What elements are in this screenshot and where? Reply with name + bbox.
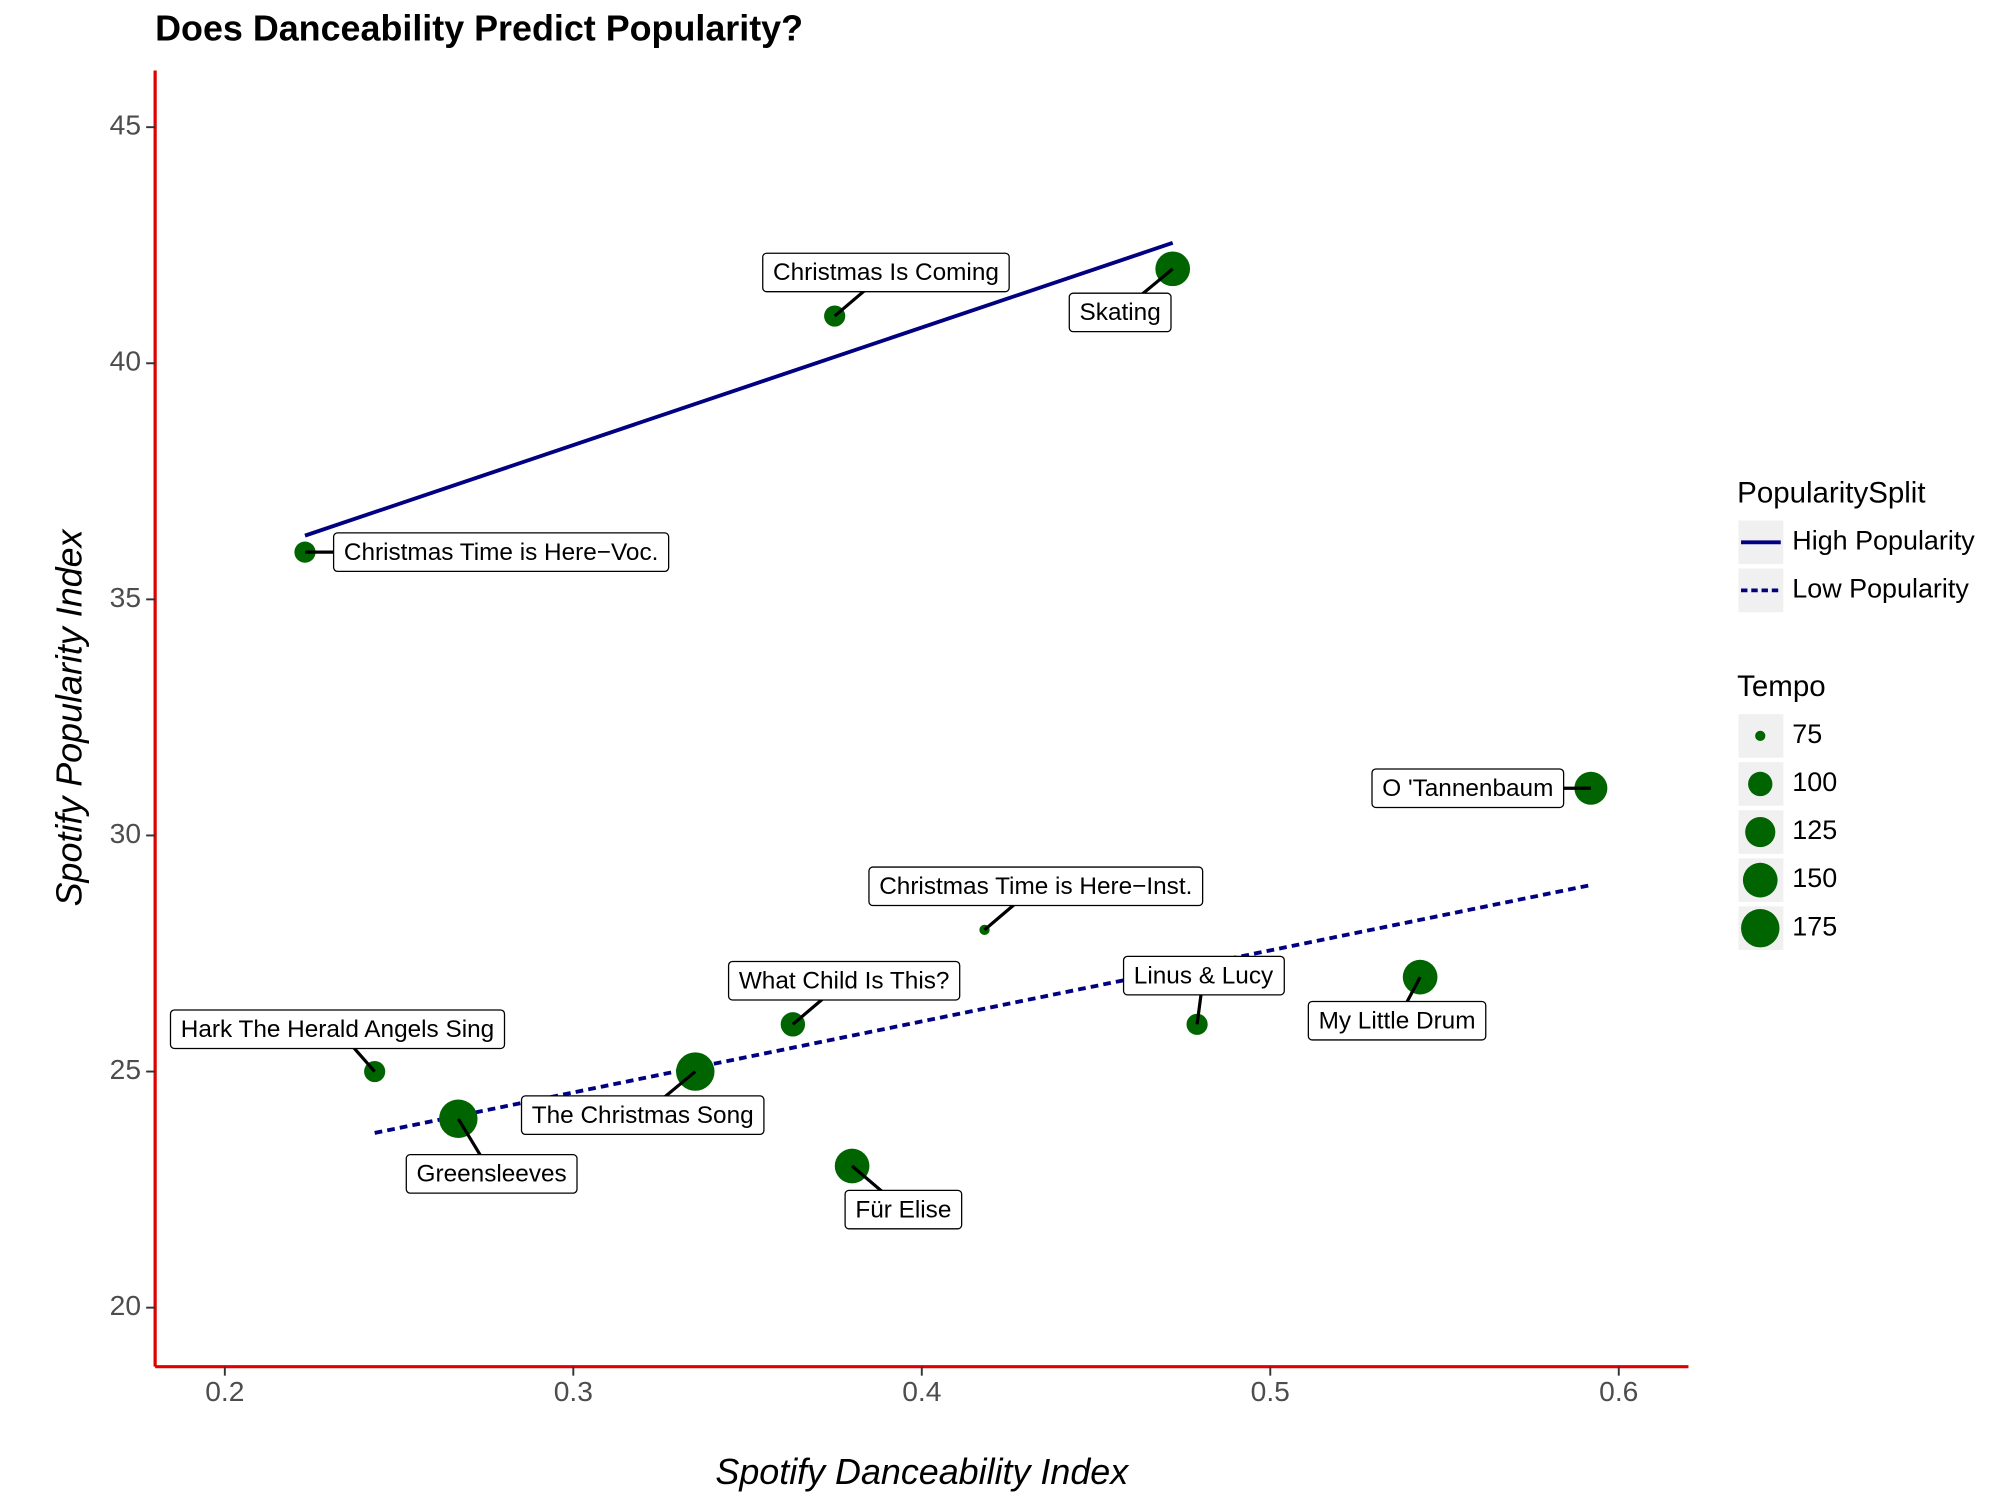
x-axis-title: Spotify Danceability Index xyxy=(715,1452,1129,1492)
point-label: Christmas Time is Here−Voc. xyxy=(332,532,670,573)
data-point xyxy=(676,1052,715,1091)
label-box xyxy=(332,532,670,573)
point-label: What Child Is This? xyxy=(727,960,961,1001)
legend-label: 175 xyxy=(1792,911,1837,941)
label-box xyxy=(1068,292,1172,333)
label-text: Christmas Time is Here−Inst. xyxy=(879,873,1192,900)
label-text: O 'Tannenbaum xyxy=(1382,775,1553,802)
y-axis-title: Spotify Popularity Index xyxy=(49,528,89,906)
legend-label: 75 xyxy=(1792,719,1822,749)
x-tick-label: 0.6 xyxy=(1599,1375,1638,1407)
legend-label: Low Popularity xyxy=(1792,573,1969,603)
point-label: Für Elise xyxy=(844,1189,963,1230)
x-tick-label: 0.5 xyxy=(1251,1375,1290,1407)
label-box xyxy=(1122,955,1285,996)
label-box xyxy=(405,1154,578,1194)
y-tick-label: 40 xyxy=(110,345,141,377)
legend-label: 150 xyxy=(1792,863,1837,893)
point-label: Linus & Lucy xyxy=(1122,955,1285,996)
label-text: Christmas Time is Here−Voc. xyxy=(344,539,659,566)
point-label: The Christmas Song xyxy=(520,1095,765,1136)
y-tick-label: 25 xyxy=(110,1053,141,1085)
point-label: Skating xyxy=(1068,292,1172,333)
chart-title: Does Danceability Predict Popularity? xyxy=(155,8,803,48)
point-label: Christmas Is Coming xyxy=(762,252,1010,293)
label-text: Skating xyxy=(1080,299,1161,326)
point-label: Hark The Herald Angels Sing xyxy=(169,1009,506,1050)
point-label: O 'Tannenbaum xyxy=(1371,768,1565,809)
label-box xyxy=(727,960,961,1001)
label-box xyxy=(1371,768,1565,809)
legend-size-key xyxy=(1745,816,1776,848)
y-tick-label: 30 xyxy=(110,817,141,849)
data-point xyxy=(439,1099,478,1138)
legend-label: High Popularity xyxy=(1792,525,1975,555)
label-box xyxy=(844,1189,963,1230)
x-tick-label: 0.2 xyxy=(205,1375,244,1407)
label-box xyxy=(520,1095,765,1136)
y-tick-label: 45 xyxy=(110,109,141,141)
label-text: Für Elise xyxy=(855,1196,951,1223)
x-tick-label: 0.4 xyxy=(902,1375,941,1407)
point-label: Greensleeves xyxy=(405,1154,578,1194)
trend-line xyxy=(374,883,1592,1135)
y-tick-label: 20 xyxy=(110,1289,141,1321)
legend-title: PopularitySplit xyxy=(1737,477,1925,510)
legend-title: Tempo xyxy=(1737,670,1825,703)
legend-size-key xyxy=(1748,771,1773,797)
label-text: Linus & Lucy xyxy=(1134,962,1274,989)
label-box xyxy=(1307,1000,1487,1041)
legend-size-key xyxy=(1741,908,1780,948)
legend-size-key xyxy=(1755,730,1766,742)
label-text: My Little Drum xyxy=(1319,1007,1476,1034)
label-text: Christmas Is Coming xyxy=(773,259,999,286)
x-tick-label: 0.3 xyxy=(554,1375,593,1407)
label-text: What Child Is This? xyxy=(739,967,950,994)
trend-line xyxy=(304,241,1174,538)
label-box xyxy=(762,252,1010,293)
legend-label: 125 xyxy=(1792,815,1837,845)
label-box xyxy=(169,1009,506,1050)
label-text: The Christmas Song xyxy=(532,1102,754,1129)
point-label: Christmas Time is Here−Inst. xyxy=(868,866,1204,907)
label-box xyxy=(868,866,1204,907)
label-text: Greensleeves xyxy=(417,1161,567,1188)
legend-label: 100 xyxy=(1792,767,1837,797)
point-label: My Little Drum xyxy=(1307,1000,1487,1041)
y-tick-label: 35 xyxy=(110,581,141,613)
legend-size-key xyxy=(1742,862,1778,898)
label-text: Hark The Herald Angels Sing xyxy=(181,1016,495,1043)
data-point xyxy=(1186,1013,1208,1035)
